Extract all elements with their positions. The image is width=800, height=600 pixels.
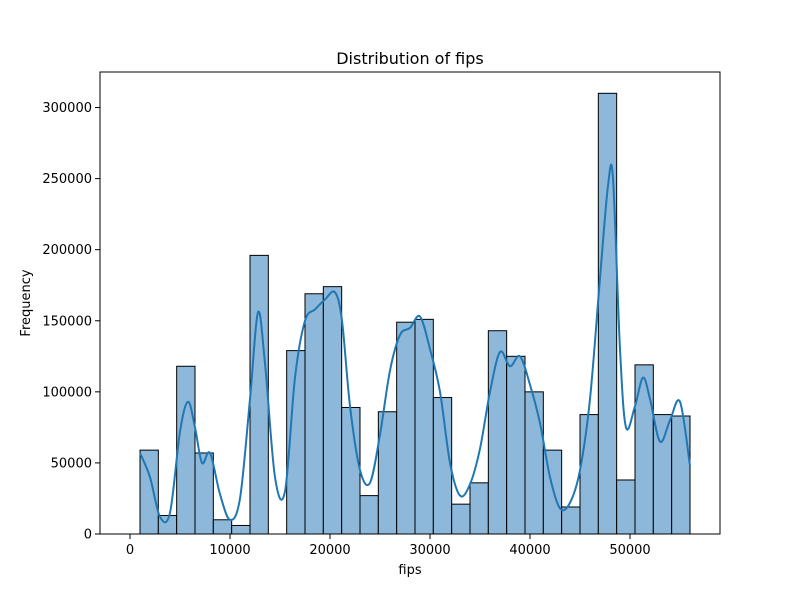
y-tick-label: 100000: [42, 385, 92, 400]
histogram-bar: [249, 254, 269, 535]
histogram-bar: [212, 519, 233, 535]
chart-title: Distribution of fips: [336, 49, 484, 68]
x-tick-label: 10000: [209, 543, 250, 558]
histogram-bar: [194, 452, 214, 535]
histogram-bar: [634, 364, 654, 535]
histogram-bar: [396, 321, 416, 535]
x-axis-label: fips: [398, 563, 421, 578]
x-tick-label: 0: [126, 543, 134, 558]
histogram-bar: [359, 495, 379, 535]
bars-group: [139, 92, 691, 535]
histogram-bar: [542, 449, 563, 535]
y-tick-label: 50000: [51, 456, 92, 471]
histogram-bar: [579, 414, 599, 535]
histogram-bar: [506, 355, 526, 535]
y-axis: 0 50000 100000 150000 200000 250000 300000: [42, 101, 100, 543]
histogram-bar: [469, 482, 489, 535]
y-tick-label: 0: [84, 528, 92, 543]
histogram-bar: [561, 506, 581, 535]
y-tick-label: 300000: [42, 101, 92, 116]
y-tick-label: 200000: [42, 243, 92, 258]
x-tick-label: 50000: [609, 543, 650, 558]
histogram-bar: [341, 406, 361, 535]
histogram-bar: [524, 391, 544, 535]
x-axis: 0 10000 20000 30000 40000 50000: [126, 534, 651, 558]
histogram-bar: [231, 524, 251, 535]
y-axis-label: Frequency: [19, 269, 34, 336]
histogram-bar: [322, 286, 343, 535]
histogram-bar: [616, 479, 636, 535]
x-tick-label: 20000: [309, 543, 350, 558]
histogram-bar: [139, 449, 159, 535]
x-tick-label: 30000: [409, 543, 450, 558]
histogram-bar: [432, 397, 453, 535]
histogram-bar: [176, 365, 196, 535]
y-tick-label: 250000: [42, 172, 92, 187]
histogram-bar: [304, 293, 324, 535]
histogram-bar: [597, 92, 618, 535]
plot-frame: [99, 71, 721, 535]
kde-curve: [139, 163, 691, 524]
histogram-bar: [451, 503, 471, 535]
x-tick-label: 40000: [509, 543, 550, 558]
histogram-bar: [671, 415, 691, 535]
y-tick-label: 150000: [42, 314, 92, 329]
